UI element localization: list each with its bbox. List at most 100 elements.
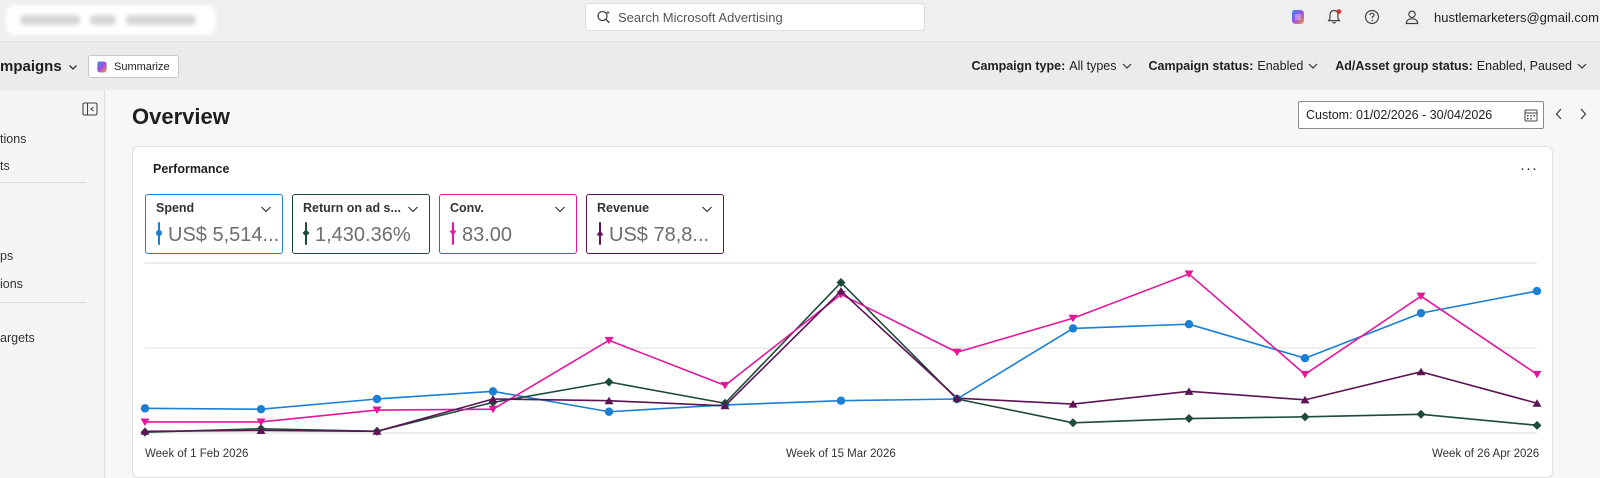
- summarize-label: Summarize: [114, 60, 170, 73]
- data-point: [604, 377, 614, 387]
- performance-line-chart: [140, 262, 1542, 437]
- sidebar-item[interactable]: tions: [0, 132, 27, 146]
- metric-label: Revenue: [597, 201, 650, 215]
- data-point: [1416, 292, 1426, 301]
- page-title: Overview: [132, 104, 230, 129]
- data-point: [1068, 314, 1078, 323]
- account-email[interactable]: hustlemarketers@gmail.com: [1434, 10, 1599, 25]
- sidebar-item[interactable]: argets: [0, 331, 35, 345]
- data-point: [1184, 320, 1194, 329]
- data-point: [256, 426, 266, 434]
- data-point: [256, 418, 266, 426]
- filter-ad-group-status[interactable]: Ad/Asset group status: Enabled, Paused: [1335, 59, 1588, 73]
- previous-period-icon[interactable]: [1554, 107, 1564, 121]
- chevron-down-icon: [1308, 63, 1318, 69]
- copilot-search-icon: [597, 10, 610, 24]
- data-point: [836, 287, 846, 295]
- metric-tile-revenue[interactable]: Revenue US$ 78,8...: [586, 194, 724, 254]
- account-selector-redacted[interactable]: [6, 5, 216, 35]
- data-point: [952, 394, 962, 402]
- left-nav: tions ts ps ions argets: [0, 90, 105, 478]
- data-point: [1184, 270, 1194, 279]
- main-content: Overview Custom: 01/02/2026 - 30/04/2026…: [106, 90, 1600, 478]
- chevron-down-icon[interactable]: [407, 204, 419, 214]
- filter-label: Campaign status:: [1148, 59, 1254, 73]
- data-point: [1068, 400, 1078, 408]
- sidebar-item[interactable]: ions: [0, 277, 23, 291]
- data-point: [604, 396, 614, 405]
- chevron-down-icon: [68, 64, 77, 70]
- calendar-icon: [1524, 109, 1538, 122]
- data-point: [720, 381, 730, 390]
- data-point: [1532, 286, 1542, 296]
- context-bar: mpaigns Summarize Campaign type: All typ…: [0, 42, 1600, 90]
- more-options-icon[interactable]: ···: [1520, 160, 1538, 177]
- metric-tile-roas[interactable]: Return on ad s... 1,430.36%: [292, 194, 430, 254]
- metric-tile-conversions[interactable]: Conv. 83.00: [439, 194, 577, 254]
- data-point: [488, 387, 498, 396]
- metric-value: US$ 78,8...: [609, 224, 710, 246]
- series-line: [144, 290, 1538, 433]
- filter-value: Enabled, Paused: [1476, 59, 1572, 73]
- filter-campaign-status[interactable]: Campaign status: Enabled: [1149, 59, 1320, 73]
- filter-bar: Campaign type: All types Campaign status…: [971, 59, 1588, 73]
- series-line: [144, 281, 1538, 433]
- data-point: [140, 418, 150, 426]
- data-point: [1300, 412, 1310, 422]
- chevron-down-icon[interactable]: [554, 204, 566, 214]
- data-point: [604, 407, 614, 416]
- sidebar-divider: [0, 182, 86, 183]
- sidebar-divider: [0, 302, 86, 303]
- metric-label: Conv.: [450, 201, 484, 215]
- campaigns-dropdown[interactable]: mpaigns: [0, 58, 78, 75]
- data-point: [1184, 387, 1194, 395]
- notifications-icon[interactable]: [1324, 7, 1344, 27]
- filter-value: All types: [1069, 59, 1117, 73]
- data-point: [1068, 418, 1078, 428]
- search-box[interactable]: [585, 3, 925, 31]
- campaigns-label: mpaigns: [0, 58, 62, 75]
- data-point: [1300, 354, 1310, 363]
- data-point: [140, 427, 150, 435]
- data-point: [1532, 370, 1542, 379]
- metric-value: US$ 5,514...: [168, 224, 280, 246]
- data-point: [1532, 399, 1542, 407]
- data-point: [1416, 409, 1426, 419]
- filter-label: Campaign type:: [971, 59, 1066, 73]
- chevron-down-icon[interactable]: [260, 204, 272, 214]
- profile-icon[interactable]: [1402, 7, 1422, 27]
- collapse-nav-icon[interactable]: [82, 102, 98, 121]
- metric-value: 83.00: [462, 224, 513, 246]
- date-range-picker[interactable]: Custom: 01/02/2026 - 30/04/2026: [1298, 101, 1544, 129]
- triangle-down-marker-icon: [449, 230, 457, 236]
- triangle-up-marker-icon: [596, 230, 604, 236]
- data-point: [488, 395, 498, 403]
- sidebar-item[interactable]: ts: [0, 159, 10, 173]
- chevron-down-icon: [1577, 63, 1587, 69]
- filter-value: Enabled: [1257, 59, 1304, 73]
- data-point: [372, 427, 382, 435]
- metric-tile-spend[interactable]: Spend US$ 5,514...: [145, 194, 283, 254]
- search-input[interactable]: [618, 9, 908, 25]
- date-range-value: Custom: 01/02/2026 - 30/04/2026: [1306, 108, 1493, 122]
- metric-label: Return on ad s...: [303, 201, 401, 215]
- sidebar-item[interactable]: ps: [0, 249, 14, 263]
- next-period-icon[interactable]: [1578, 107, 1588, 121]
- data-point: [836, 396, 846, 405]
- x-tick-label: Week of 1 Feb 2026: [145, 448, 249, 460]
- data-point: [1416, 367, 1426, 376]
- data-point: [1416, 308, 1426, 318]
- copilot-icon: [97, 61, 107, 72]
- help-icon[interactable]: [1362, 7, 1382, 27]
- summarize-button[interactable]: Summarize: [88, 55, 179, 78]
- data-point: [488, 405, 498, 414]
- chevron-down-icon[interactable]: [701, 204, 713, 214]
- filter-campaign-type[interactable]: Campaign type: All types: [971, 59, 1132, 73]
- data-point: [372, 394, 382, 404]
- diamond-marker-icon: [302, 229, 310, 237]
- metric-label: Spend: [156, 201, 195, 215]
- data-point: [836, 278, 846, 288]
- metric-value: 1,430.36%: [315, 224, 411, 246]
- data-point: [256, 405, 266, 414]
- copilot-icon[interactable]: [1288, 7, 1308, 27]
